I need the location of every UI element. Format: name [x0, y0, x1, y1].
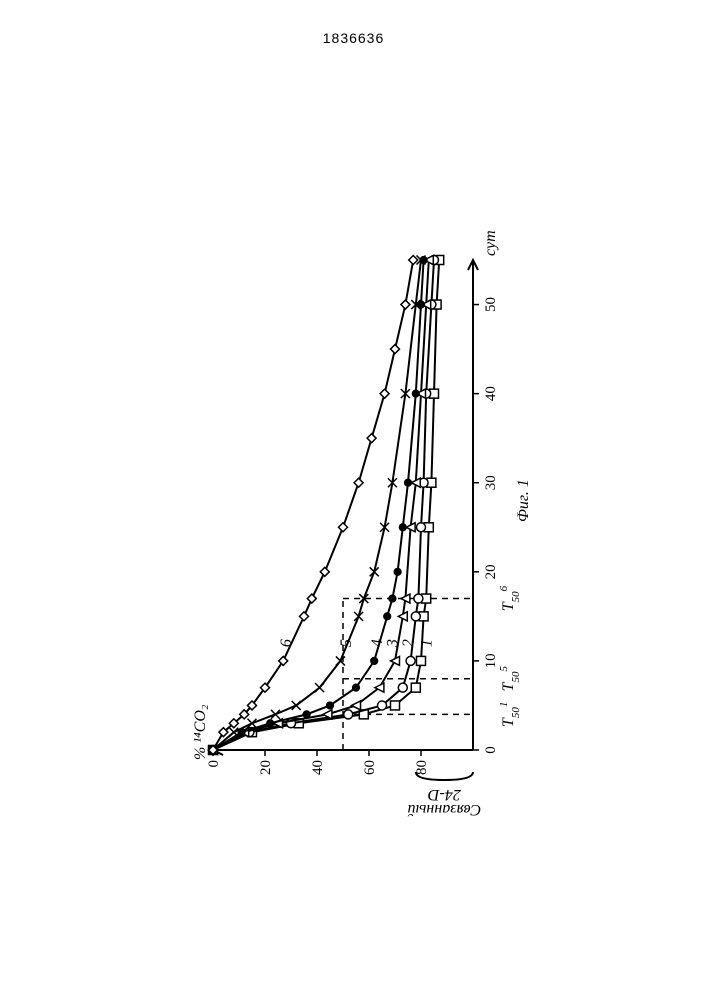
svg-text:T506: T506 — [498, 585, 522, 611]
svg-text:сут: сут — [482, 230, 499, 256]
svg-text:0: 0 — [206, 760, 222, 768]
svg-text:60: 60 — [362, 760, 378, 775]
svg-text:5: 5 — [338, 639, 355, 647]
svg-text:6: 6 — [278, 639, 295, 647]
svg-text:1: 1 — [418, 639, 435, 647]
svg-text:20: 20 — [483, 564, 499, 579]
svg-text:10: 10 — [483, 653, 499, 668]
svg-text:40: 40 — [483, 386, 499, 401]
chart-svg: 020406080% ¹⁴CO₂Связанный24-D01020304050… — [173, 180, 533, 820]
svg-text:0: 0 — [483, 746, 499, 754]
svg-text:24-D: 24-D — [428, 786, 461, 803]
page-root: 1836636 020406080% ¹⁴CO₂Связанный24-D010… — [0, 0, 707, 1000]
svg-text:Фиг. 1: Фиг. 1 — [515, 479, 532, 522]
document-number: 1836636 — [323, 30, 385, 46]
svg-text:30: 30 — [483, 475, 499, 490]
svg-text:40: 40 — [310, 760, 326, 775]
chart-container: 020406080% ¹⁴CO₂Связанный24-D01020304050… — [173, 180, 533, 820]
svg-text:20: 20 — [258, 760, 274, 775]
svg-text:T505: T505 — [498, 666, 522, 692]
svg-text:T501: T501 — [498, 702, 522, 727]
svg-text:50: 50 — [483, 297, 499, 312]
svg-text:2: 2 — [400, 639, 417, 647]
svg-text:% ¹⁴CO₂: % ¹⁴CO₂ — [192, 704, 209, 760]
svg-text:3: 3 — [385, 639, 402, 648]
svg-text:4: 4 — [369, 639, 386, 647]
